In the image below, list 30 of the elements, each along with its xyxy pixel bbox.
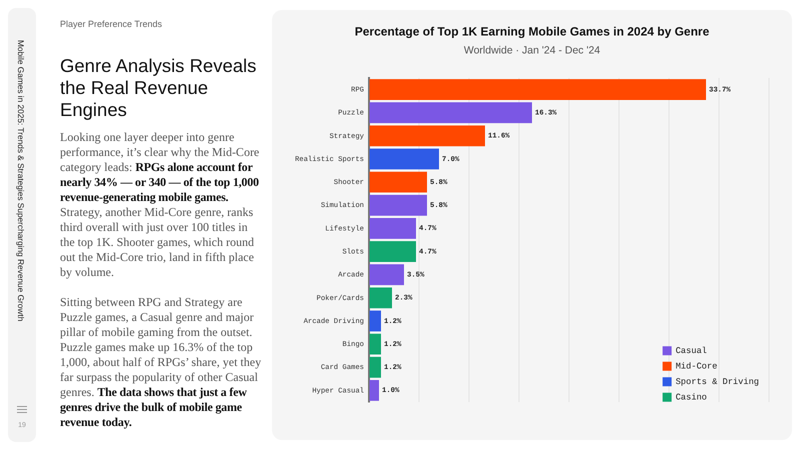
legend-label: Casino <box>676 392 707 403</box>
bar <box>370 194 427 216</box>
bar <box>370 125 485 146</box>
text: Strategy, another Mid-Core genre, ranks third overall with just over 100 titles in the top 1K. Shooter games, which round out the Mid-Core trio, land in fifth place by volume. <box>60 205 254 279</box>
bar <box>370 148 439 170</box>
chart-subtitle: Worldwide · Jan '24 - Dec '24 <box>464 44 600 57</box>
bar <box>370 241 416 262</box>
text: Genre Analysis Reveals the Real Revenue Engines <box>60 55 256 120</box>
bar <box>370 310 381 332</box>
bar <box>370 356 381 378</box>
bar <box>370 79 706 100</box>
text: nearly 34% — or 340 — of the top 1,000 revenue-generating mobile games. <box>60 175 259 204</box>
bar <box>370 334 381 355</box>
legend-label: Mid-Core <box>676 362 718 372</box>
bar <box>370 172 427 193</box>
bar <box>370 102 532 124</box>
bar <box>370 264 404 286</box>
legend-label: Sports & Driving <box>676 377 760 388</box>
text: Player Preference Trends <box>60 19 162 29</box>
bar <box>370 380 379 401</box>
text: The data shows that just a few <box>97 385 247 399</box>
chart-title: Percentage of Top 1K Earning Mobile Games in 2024 by Genre <box>354 24 710 39</box>
bar <box>370 218 416 239</box>
text: RPGs alone account for <box>135 160 253 174</box>
text: genres. <box>60 385 94 399</box>
bar <box>370 287 392 308</box>
text: category leads: <box>60 160 132 174</box>
text: genres drive the bulk of mobile game revenue today. <box>60 400 242 429</box>
legend-label: Casual <box>676 346 707 356</box>
text: Mobile Games in 2025: Trends & Strategies Supercharging Revenue Growth <box>16 40 26 322</box>
